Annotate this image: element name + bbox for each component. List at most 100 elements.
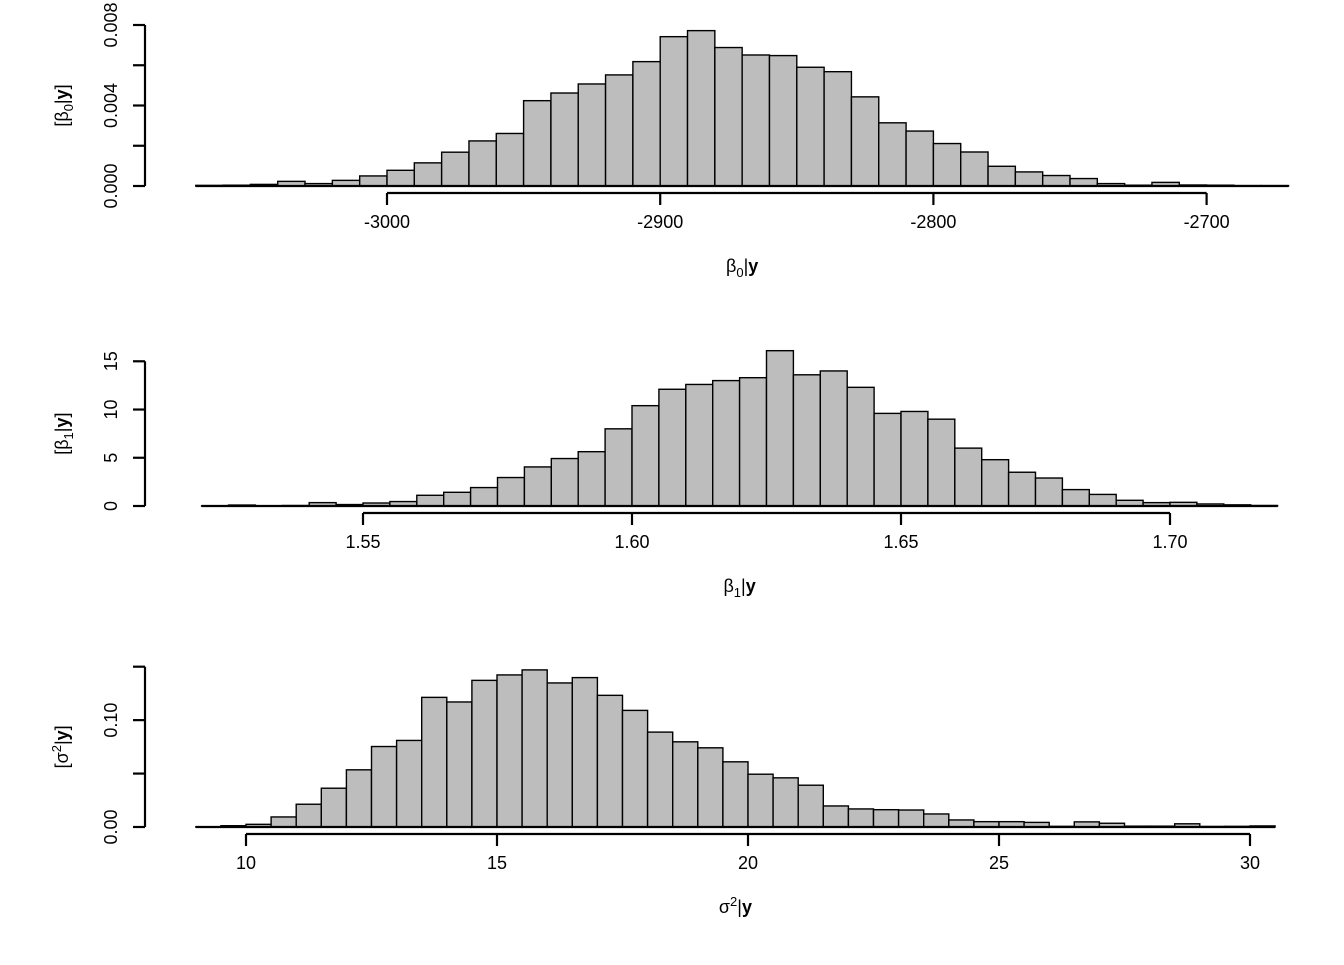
histogram-bars (196, 670, 1275, 827)
histogram-bar (715, 48, 742, 186)
histogram-bar (688, 31, 715, 186)
label-subscript: 0 (736, 265, 743, 280)
label-superscript: 2 (49, 745, 64, 752)
histogram-bar (928, 419, 955, 506)
histogram-bar (551, 93, 578, 186)
histogram-bar (578, 452, 605, 506)
histogram-bars (202, 351, 1278, 506)
histogram-bar (578, 84, 605, 186)
histogram-bar (713, 381, 740, 506)
histogram-bar (723, 762, 748, 827)
x-tick-label: 15 (487, 853, 507, 873)
histogram-bar (797, 67, 824, 186)
label-close: ] (52, 725, 72, 730)
histogram-bar (632, 406, 659, 506)
histogram-bar (742, 55, 769, 186)
histogram-bar (961, 152, 988, 186)
histogram-bar (899, 810, 924, 827)
histogram-bar (1036, 478, 1063, 506)
histogram-bar (471, 488, 498, 506)
histogram-bar (346, 770, 371, 827)
label-bold-y: y (746, 576, 756, 596)
y-tick-label: 15 (101, 351, 121, 371)
histogram-bar (271, 817, 296, 827)
histogram-bar (572, 678, 597, 827)
x-tick-label: 1.65 (883, 532, 918, 552)
y-tick-label: 0.004 (101, 83, 121, 128)
histogram-bar (1070, 179, 1097, 186)
histogram-bar (1062, 490, 1089, 506)
y-tick-label: 0.00 (101, 809, 121, 844)
histogram-bar (933, 144, 960, 186)
histogram-bar (1015, 172, 1042, 186)
y-tick-label: 0.10 (101, 703, 121, 738)
histogram-bar (597, 695, 622, 827)
x-tick-label: 25 (989, 853, 1009, 873)
histogram-bar (321, 788, 346, 827)
y-tick-label: 0.000 (101, 163, 121, 208)
label-bold-y: y (742, 897, 752, 917)
y-axis-title: [σ2|y] (49, 725, 72, 768)
histogram-bar (851, 97, 878, 186)
histogram-bar (906, 131, 933, 186)
histogram-bar (469, 141, 496, 186)
label-subscript: 0 (61, 104, 76, 111)
histogram-bar (444, 492, 471, 506)
label-base: [β (52, 439, 72, 454)
histogram-bar (982, 460, 1009, 506)
histogram-bar (422, 697, 447, 827)
histogram-bar (901, 411, 928, 506)
histogram-bar (522, 670, 547, 827)
histogram-bar (1009, 472, 1036, 506)
x-axis-title: β0|y (726, 256, 758, 280)
x-tick-label: 1.55 (345, 532, 380, 552)
label-bold-y: y (52, 730, 72, 740)
histogram-bar (848, 809, 873, 827)
y-axis: 0.00 0.10 (101, 667, 145, 845)
label-base: [β (52, 111, 72, 126)
x-tick-label: 1.70 (1152, 532, 1187, 552)
x-tick-label: -3000 (364, 212, 410, 232)
histogram-bar (1089, 494, 1116, 506)
x-tick-label: 20 (738, 853, 758, 873)
label-close: ] (52, 84, 72, 89)
histogram-bar (820, 371, 847, 506)
histogram-bar (442, 152, 469, 186)
histogram-bar (417, 495, 444, 506)
histogram-bar (659, 389, 686, 506)
histogram-bar (955, 448, 982, 506)
histogram-bar (798, 785, 823, 827)
histogram-bar (524, 467, 551, 506)
histogram-bar (673, 742, 698, 827)
histogram-bar (551, 459, 578, 506)
panel-beta0: -3000-2900-2800-2700β0|y0.0000.0040.008[… (52, 2, 1289, 280)
histogram-bar (874, 413, 901, 506)
histogram-bar (605, 429, 632, 506)
histogram-bar (748, 774, 773, 827)
x-axis-title: β1|y (723, 576, 755, 600)
y-axis-title: [β1|y] (52, 412, 76, 454)
label-subscript: 1 (734, 585, 741, 600)
x-tick-label: -2800 (910, 212, 956, 232)
label-bold-y: y (748, 256, 758, 276)
y-tick-label: 0 (101, 501, 121, 511)
histogram-bar (296, 804, 321, 827)
x-axis-title: σ2|y (719, 894, 752, 917)
y-tick-label: 0.008 (101, 2, 121, 47)
y-axis-title: [β0|y] (52, 84, 76, 126)
label-close: ] (52, 412, 72, 417)
x-tick-label: 1.60 (614, 532, 649, 552)
histogram-bar (524, 101, 551, 186)
x-tick-label: -2700 (1184, 212, 1230, 232)
label-base: β (726, 256, 736, 276)
histogram-bar (472, 680, 497, 827)
y-axis: 0.000 0.004 0.008 (101, 2, 145, 208)
histogram-bar (698, 748, 723, 827)
label-base: β (723, 576, 733, 596)
histogram-bar (660, 37, 687, 186)
histogram-bar (988, 166, 1015, 186)
x-tick-label: 10 (236, 853, 256, 873)
